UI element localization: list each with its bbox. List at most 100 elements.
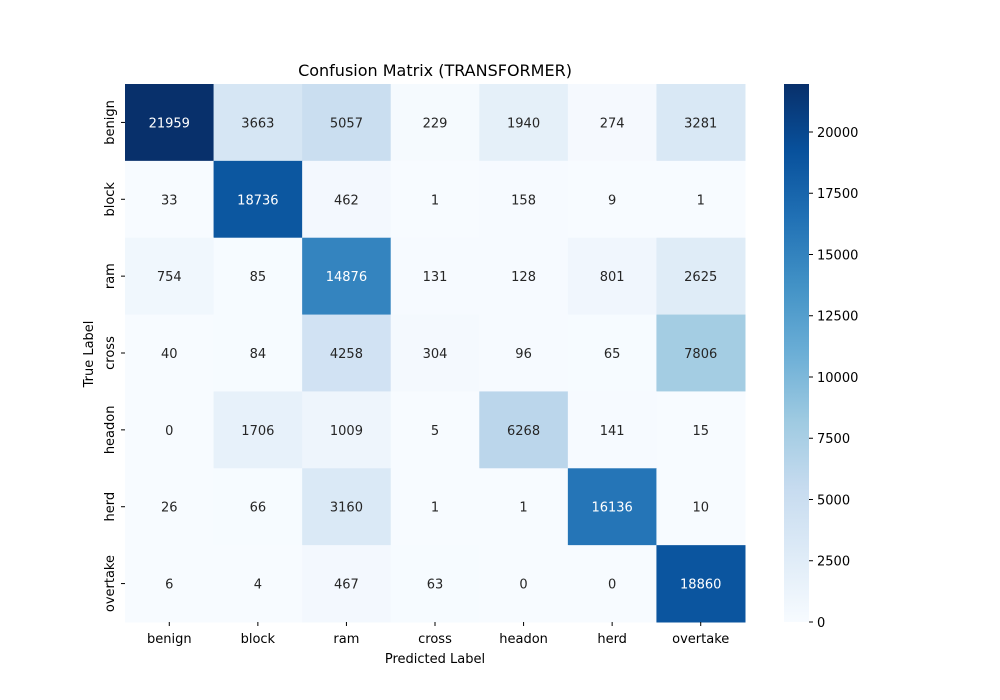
- heatmap-cell: [302, 237, 392, 316]
- cell-value-label: 3281: [684, 116, 717, 131]
- cell-value-label: 5: [431, 424, 439, 439]
- x-tick-label: block: [241, 632, 276, 647]
- heatmap-cell: [567, 391, 657, 469]
- cell-value-label: 16136: [591, 501, 632, 516]
- heatmap-cell: [656, 237, 746, 316]
- heatmap-cell: [213, 391, 303, 469]
- cell-value-label: 26: [161, 501, 178, 516]
- y-tick-label: block: [103, 182, 118, 217]
- heatmap-cell: [567, 314, 657, 392]
- cell-value-label: 1940: [507, 116, 540, 131]
- colorbar-tick-label: 15000: [817, 248, 858, 263]
- colorbar-tick-label: 0: [817, 616, 825, 631]
- heatmap-cell: [213, 160, 303, 239]
- heatmap-cell: [479, 237, 569, 316]
- heatmap-cell: [125, 160, 215, 239]
- colorbar-tick-label: 5000: [817, 493, 850, 508]
- colorbar-tick-label: 12500: [817, 310, 858, 325]
- cell-value-label: 0: [165, 424, 173, 439]
- cell-value-label: 4: [254, 578, 262, 593]
- y-tick-label: cross: [103, 336, 118, 370]
- heatmap-cell: [213, 84, 303, 162]
- heatmap-cell: [390, 84, 480, 162]
- y-tick-label: benign: [103, 100, 118, 145]
- colorbar-tick-label: 20000: [817, 126, 858, 141]
- heatmap-cell: [390, 314, 480, 392]
- cell-value-label: 84: [250, 347, 267, 362]
- cell-value-label: 2625: [684, 270, 717, 285]
- heatmap-cell: [479, 545, 569, 623]
- heatmap-cell: [302, 545, 392, 623]
- heatmap-cell: [656, 468, 746, 546]
- y-tick-label: ram: [103, 263, 118, 289]
- heatmap-cell: [567, 468, 657, 546]
- heatmap-cell: [567, 160, 657, 239]
- colorbar: [784, 84, 809, 622]
- cell-value-label: 1706: [241, 424, 274, 439]
- cell-value-label: 18860: [680, 578, 721, 593]
- heatmap-cell: [479, 391, 569, 469]
- heatmap-cell: [479, 84, 569, 162]
- heatmap-cell: [302, 160, 392, 239]
- cell-value-label: 1: [431, 193, 439, 208]
- heatmap-cell: [656, 314, 746, 392]
- heatmap-cell: [125, 391, 215, 469]
- cell-value-label: 131: [423, 270, 448, 285]
- cell-value-label: 1: [519, 501, 527, 516]
- cell-value-label: 21959: [149, 116, 190, 131]
- y-tick-label: overtake: [103, 555, 118, 612]
- heatmap-cell: [656, 545, 746, 623]
- heatmap-cell: [390, 468, 480, 546]
- heatmap-cell: [302, 314, 392, 392]
- cell-value-label: 5057: [330, 116, 363, 131]
- cell-value-label: 141: [600, 424, 625, 439]
- cell-value-label: 801: [600, 270, 625, 285]
- cell-value-label: 66: [250, 501, 267, 516]
- cell-value-label: 158: [511, 193, 536, 208]
- heatmap-cell: [479, 314, 569, 392]
- cell-value-label: 63: [427, 578, 444, 593]
- heatmap-cell: [656, 391, 746, 469]
- x-tick-label: cross: [418, 632, 452, 647]
- cell-value-label: 304: [423, 347, 448, 362]
- cell-value-label: 3160: [330, 501, 363, 516]
- cell-value-label: 15: [692, 424, 709, 439]
- cell-value-label: 3663: [241, 116, 274, 131]
- cell-value-label: 14876: [326, 270, 367, 285]
- cell-value-label: 18736: [237, 193, 278, 208]
- heatmap-cell: [125, 468, 215, 546]
- heatmap-cell: [656, 84, 746, 162]
- colorbar-tick-label: 2500: [817, 555, 850, 570]
- heatmap-cell: [302, 84, 392, 162]
- cell-value-label: 9: [608, 193, 616, 208]
- heatmap-cell: [567, 237, 657, 316]
- cell-value-label: 0: [608, 578, 616, 593]
- heatmap-cell: [125, 314, 215, 392]
- cell-value-label: 0: [519, 578, 527, 593]
- cell-value-label: 40: [161, 347, 178, 362]
- cell-value-label: 96: [515, 347, 532, 362]
- x-tick-label: benign: [147, 632, 192, 647]
- y-axis-label: True Label: [82, 321, 97, 389]
- cell-value-label: 1: [697, 193, 705, 208]
- cell-value-label: 128: [511, 270, 536, 285]
- x-tick-label: herd: [597, 632, 627, 647]
- heatmap-cell: [302, 391, 392, 469]
- heatmap-cell: [390, 237, 480, 316]
- cell-value-label: 467: [334, 578, 359, 593]
- y-tick-label: headon: [103, 406, 118, 455]
- x-tick-label: overtake: [672, 632, 729, 647]
- heatmap-cell: [213, 468, 303, 546]
- x-axis-label: Predicted Label: [385, 652, 485, 667]
- heatmap-cell: [479, 468, 569, 546]
- heatmap-cell: [213, 314, 303, 392]
- chart-title: Confusion Matrix (TRANSFORMER): [298, 61, 572, 80]
- cell-value-label: 85: [250, 270, 267, 285]
- cell-value-label: 1: [431, 501, 439, 516]
- x-axis-ticks: benign block ram cross headon herd overtake: [147, 622, 729, 647]
- heatmap-cell: [302, 468, 392, 546]
- heatmap-cell: [567, 84, 657, 162]
- cell-value-label: 33: [161, 193, 178, 208]
